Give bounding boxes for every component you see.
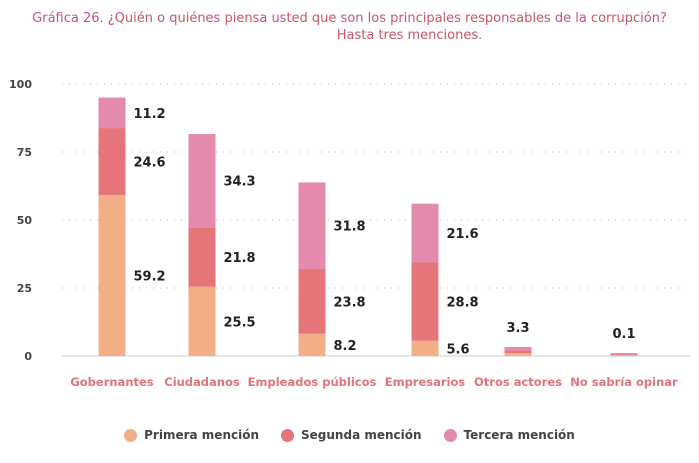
- legend-label-segunda: Segunda mención: [301, 428, 422, 442]
- bar-segment: [298, 182, 326, 269]
- data-label: 23.8: [334, 295, 366, 310]
- legend-item-primera: Primera mención: [124, 428, 259, 442]
- title-line-1: Gráfica 26. ¿Quién o quiénes piensa uste…: [32, 11, 667, 26]
- legend-swatch-segunda: [281, 428, 295, 442]
- y-tick-label: 50: [17, 214, 33, 227]
- bar-segment: [504, 353, 532, 356]
- data-label: 34.3: [224, 175, 256, 190]
- data-label: 31.8: [334, 220, 366, 235]
- bar-segment: [98, 194, 126, 356]
- bar-segment: [188, 227, 216, 287]
- x-category-label: Empleados públicos: [248, 375, 377, 389]
- bar-segment: [610, 355, 638, 356]
- data-label: 11.2: [134, 107, 166, 122]
- data-label: 59.2: [134, 269, 166, 284]
- bar-segment: [298, 333, 326, 356]
- bar-segment: [188, 134, 216, 228]
- x-category-label: No sabría opinar: [570, 375, 678, 389]
- x-category-label: Ciudadanos: [164, 375, 240, 389]
- legend: Primera mención Segunda mención Tercera …: [0, 428, 699, 442]
- bar-segment: [298, 268, 326, 334]
- legend-label-primera: Primera mención: [144, 428, 260, 442]
- bar-segment: [504, 350, 532, 354]
- title-line-2: Hasta tres menciones.: [336, 28, 483, 43]
- data-label: 21.6: [447, 227, 479, 242]
- legend-item-segunda: Segunda mención: [281, 428, 422, 442]
- bar-segment: [610, 353, 638, 355]
- bar-segment: [188, 286, 216, 356]
- x-category-label: Gobernantes: [70, 375, 153, 389]
- data-label: 0.1: [612, 327, 635, 342]
- data-label: 5.6: [447, 342, 470, 357]
- y-tick-label: 0: [24, 350, 32, 363]
- legend-swatch-primera: [124, 428, 138, 442]
- y-tick-label: 25: [17, 282, 32, 295]
- bar-segment: [411, 203, 439, 263]
- x-category-label: Empresarios: [385, 375, 466, 389]
- bar-segment: [610, 354, 638, 356]
- bar-segment: [98, 128, 126, 195]
- data-label: 3.3: [506, 321, 529, 336]
- legend-item-tercera: Tercera mención: [443, 428, 575, 442]
- legend-label-tercera: Tercera mención: [463, 428, 575, 442]
- data-label: 24.6: [134, 156, 166, 171]
- chart-title: Gráfica 26. ¿Quién o quiénes piensa uste…: [0, 10, 699, 44]
- bar-segment: [504, 347, 532, 351]
- y-tick-label: 75: [17, 146, 32, 159]
- bar-segment: [411, 262, 439, 341]
- data-label: 21.8: [224, 251, 256, 266]
- bar-segment: [411, 340, 439, 356]
- legend-swatch-tercera: [443, 428, 457, 442]
- data-label: 28.8: [447, 296, 479, 311]
- y-tick-label: 100: [9, 78, 32, 91]
- bar-segment: [98, 97, 126, 129]
- data-label: 25.5: [224, 315, 256, 330]
- x-category-label: Otros actores: [474, 375, 562, 389]
- data-label: 8.2: [334, 339, 357, 354]
